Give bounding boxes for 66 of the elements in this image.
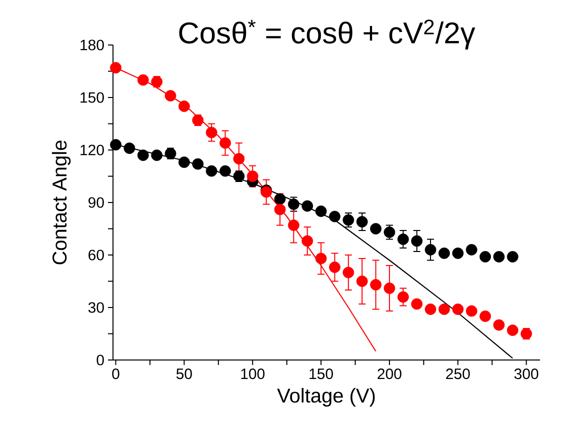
y-axis-title: Contact Angle: [52, 140, 71, 264]
point: [452, 304, 464, 315]
y-tick-label: 150: [80, 92, 104, 103]
point: [164, 90, 176, 102]
point: [466, 244, 478, 256]
point: [151, 150, 162, 161]
y-tick-label: 120: [80, 144, 104, 156]
point: [288, 220, 300, 231]
point: [315, 206, 327, 217]
point: [220, 137, 231, 149]
y-tick-label: 180: [80, 40, 104, 50]
point: [506, 251, 518, 262]
point: [452, 248, 464, 259]
point: [246, 170, 258, 182]
point: [192, 158, 204, 170]
x-tick-label: 100: [241, 368, 265, 380]
chart-title: Cosθ$^{*}$ = cosθ + cV$^{2}$/2γ: [179, 20, 476, 50]
x-tick-label: 150: [310, 368, 333, 380]
point: [397, 291, 409, 303]
point: [178, 156, 190, 168]
point: [397, 234, 409, 245]
point: [178, 100, 190, 112]
point: [124, 142, 136, 154]
point: [302, 235, 314, 247]
x-tick-label: 200: [378, 368, 402, 380]
point: [302, 200, 314, 212]
point: [384, 282, 396, 294]
point: [424, 304, 436, 315]
point: [233, 153, 245, 164]
point: [480, 310, 491, 322]
point: [329, 210, 340, 222]
x-tick-label: 50: [176, 368, 192, 380]
point: [466, 305, 478, 317]
point: [206, 126, 218, 138]
x-tick-label: 250: [446, 368, 470, 380]
point: [424, 244, 436, 256]
point: [493, 319, 505, 331]
point: [342, 266, 354, 278]
point: [411, 298, 423, 310]
point: [137, 150, 149, 161]
point: [274, 193, 286, 205]
y-tick-label: 60: [88, 250, 104, 260]
point: [506, 324, 518, 336]
point: [370, 279, 382, 290]
point: [356, 216, 368, 228]
point: [274, 204, 286, 216]
x-tick-label: 300: [514, 368, 538, 380]
y-tick-label: 90: [88, 197, 104, 208]
point: [438, 248, 450, 259]
x-axis-title: Voltage (V): [277, 388, 375, 407]
point: [370, 223, 382, 234]
point: [438, 304, 450, 315]
point: [356, 276, 368, 287]
y-tick-label: 30: [88, 302, 104, 313]
point: [480, 251, 491, 262]
y-tick-label: 0: [96, 354, 104, 366]
point: [411, 235, 423, 247]
point: [110, 62, 122, 74]
x-tick-label: 0: [112, 368, 120, 380]
point: [493, 251, 505, 262]
point: [137, 74, 149, 86]
point: [220, 165, 231, 177]
point: [110, 139, 122, 150]
point: [315, 252, 327, 264]
point: [329, 262, 340, 273]
point: [206, 165, 218, 177]
